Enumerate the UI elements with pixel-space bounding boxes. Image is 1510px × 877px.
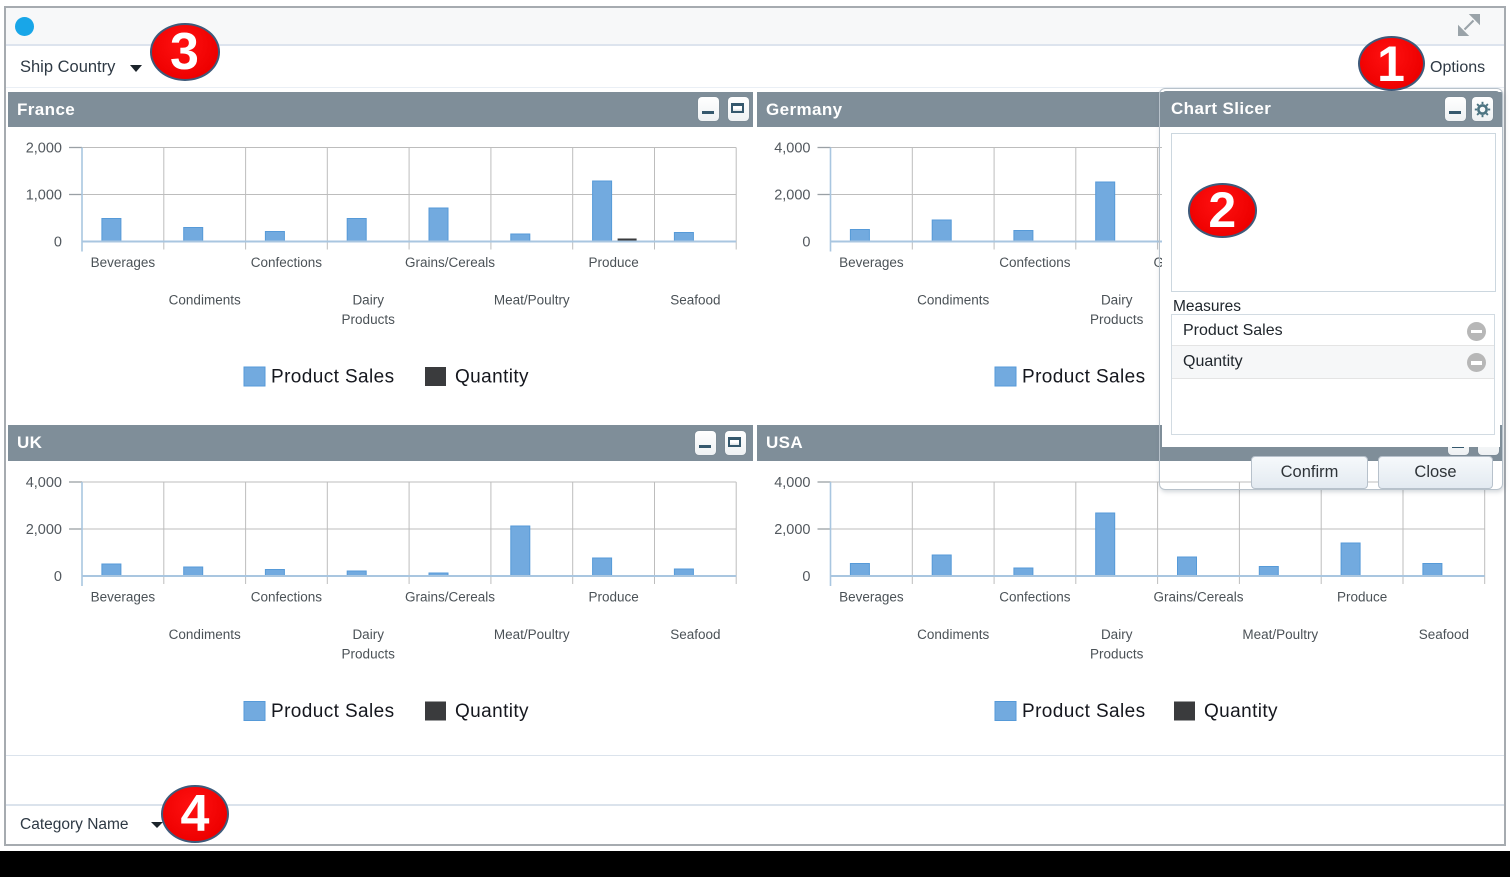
svg-text:0: 0 [54, 569, 62, 585]
svg-text:4,000: 4,000 [774, 140, 810, 156]
svg-text:Dairy: Dairy [352, 627, 384, 642]
svg-text:2,000: 2,000 [774, 522, 810, 538]
svg-text:1,000: 1,000 [26, 187, 62, 203]
svg-text:Dairy: Dairy [352, 292, 384, 307]
svg-text:Confections: Confections [999, 589, 1071, 604]
svg-text:Condiments: Condiments [169, 292, 241, 307]
svg-text:Product Sales: Product Sales [271, 701, 395, 722]
svg-text:Seafood: Seafood [670, 292, 720, 307]
svg-text:Confections: Confections [251, 255, 323, 270]
svg-text:Produce: Produce [1337, 589, 1387, 604]
svg-text:Quantity: Quantity [455, 701, 529, 722]
svg-text:Grains/Cereals: Grains/Cereals [1153, 589, 1243, 604]
svg-text:2,000: 2,000 [774, 187, 810, 203]
svg-text:Dairy: Dairy [1101, 292, 1133, 307]
svg-text:0: 0 [54, 234, 62, 250]
svg-text:Dairy: Dairy [1101, 627, 1133, 642]
svg-text:Beverages: Beverages [91, 589, 156, 604]
svg-text:Products: Products [342, 312, 396, 327]
svg-text:Products: Products [1090, 312, 1144, 327]
svg-text:Produce: Produce [588, 255, 638, 270]
svg-text:Products: Products [1090, 646, 1144, 661]
svg-text:Grains/Cereals: Grains/Cereals [405, 589, 495, 604]
svg-text:Product Sales: Product Sales [1022, 366, 1146, 387]
svg-text:Condiments: Condiments [917, 292, 989, 307]
svg-text:Meat/Poultry: Meat/Poultry [1242, 627, 1318, 642]
svg-text:Products: Products [342, 646, 396, 661]
svg-text:Quantity: Quantity [1204, 701, 1278, 722]
svg-text:Condiments: Condiments [917, 627, 989, 642]
svg-text:Confections: Confections [251, 589, 323, 604]
svg-text:Beverages: Beverages [839, 255, 904, 270]
svg-text:0: 0 [802, 569, 810, 585]
svg-text:Confections: Confections [999, 255, 1071, 270]
svg-text:Beverages: Beverages [839, 589, 904, 604]
svg-text:0: 0 [802, 234, 810, 250]
svg-text:Seafood: Seafood [1419, 627, 1469, 642]
svg-text:Quantity: Quantity [455, 366, 529, 387]
svg-text:Grains/Cereals: Grains/Cereals [405, 255, 495, 270]
svg-text:Produce: Produce [588, 589, 638, 604]
svg-text:Meat/Poultry: Meat/Poultry [494, 627, 570, 642]
svg-text:2,000: 2,000 [26, 140, 62, 156]
svg-text:2,000: 2,000 [26, 522, 62, 538]
svg-text:Meat/Poultry: Meat/Poultry [494, 292, 570, 307]
svg-text:4,000: 4,000 [774, 475, 810, 491]
svg-text:Condiments: Condiments [169, 627, 241, 642]
svg-text:Seafood: Seafood [670, 627, 720, 642]
svg-text:Product Sales: Product Sales [271, 366, 395, 387]
svg-text:Product Sales: Product Sales [1022, 701, 1146, 722]
svg-text:Beverages: Beverages [91, 255, 156, 270]
svg-text:4,000: 4,000 [26, 475, 62, 491]
